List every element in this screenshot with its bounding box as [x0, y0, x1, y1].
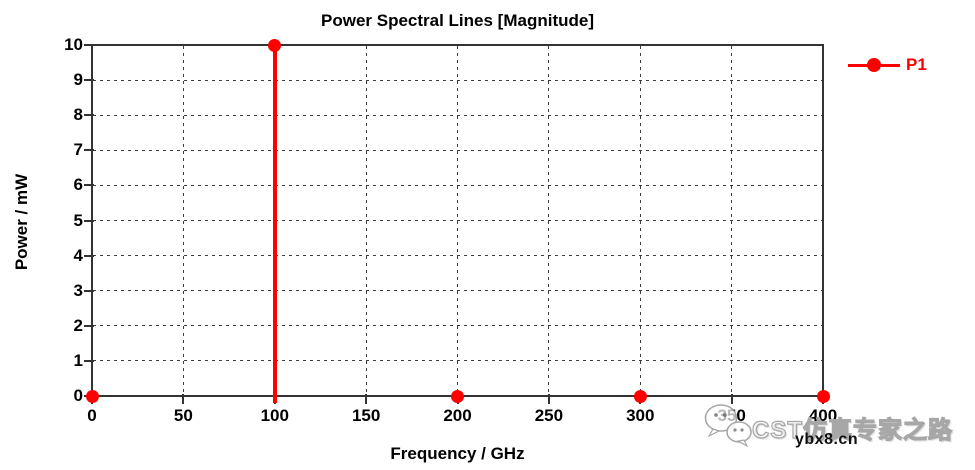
y-tick-mark [84, 289, 94, 292]
y-tick-mark [84, 219, 94, 222]
x-tick-label: 0 [87, 406, 97, 425]
y-tick-mark [84, 324, 94, 327]
data-point-marker [633, 389, 647, 403]
gridline-horizontal [93, 149, 822, 151]
y-tick-label: 2 [73, 315, 83, 335]
y-tick-mark [84, 359, 94, 362]
legend-marker-icon [867, 58, 881, 72]
y-axis-title: Power / mW [12, 173, 31, 271]
x-tick-mark [547, 394, 550, 404]
data-stem-p1 [272, 45, 277, 403]
data-point-marker [451, 389, 464, 403]
chart-title: Power Spectral Lines [Magnitude] [321, 11, 594, 30]
data-point-marker [268, 38, 282, 52]
x-tick-mark [365, 394, 368, 404]
gridline-horizontal [93, 220, 822, 221]
gridline-horizontal [93, 325, 822, 327]
x-tick-label: 400 [808, 406, 838, 425]
y-tick-label: 5 [73, 210, 83, 230]
y-tick-mark [84, 114, 94, 117]
y-tick-label: 6 [73, 175, 83, 195]
data-point-marker [816, 389, 830, 403]
y-tick-label: 8 [73, 105, 83, 125]
gridline-horizontal [93, 79, 822, 81]
y-tick-mark [84, 254, 94, 257]
x-axis-title: Frequency / GHz [390, 444, 525, 463]
wechat-icon [704, 404, 752, 447]
y-tick-label: 3 [73, 280, 83, 300]
x-tick-label: 300 [626, 406, 655, 425]
y-tick-label: 1 [73, 350, 83, 370]
watermark-brand-text: CST仿真专家之路 [751, 416, 953, 444]
y-tick-mark [84, 184, 94, 187]
legend-label-p1: P1 [906, 55, 927, 74]
x-tick-mark [730, 394, 733, 404]
y-tick-mark [84, 79, 94, 82]
data-point-marker [85, 389, 99, 403]
legend: P1 [846, 54, 966, 78]
watermark-site-text: ybx8.cn [795, 431, 859, 448]
y-tick-label: 9 [73, 70, 83, 90]
gridline-horizontal [93, 290, 822, 292]
plot-frame [91, 44, 824, 397]
x-tick-mark [182, 394, 185, 404]
y-tick-label: 0 [73, 386, 83, 405]
gridline-horizontal [93, 360, 822, 362]
x-tick-label: 100 [260, 406, 289, 425]
x-tick-label: 50 [173, 406, 193, 425]
x-tick-label: 250 [534, 406, 564, 425]
x-tick-label: 200 [443, 406, 472, 425]
gridline-horizontal [93, 255, 822, 257]
y-tick-mark [84, 44, 94, 46]
y-tick-label: 10 [64, 35, 83, 54]
y-tick-label: 4 [73, 245, 83, 265]
y-tick-mark [84, 149, 94, 152]
gridline-horizontal [93, 184, 822, 186]
x-tick-label: 150 [351, 406, 381, 425]
y-tick-label: 7 [73, 140, 83, 160]
gridline-horizontal [93, 114, 822, 116]
